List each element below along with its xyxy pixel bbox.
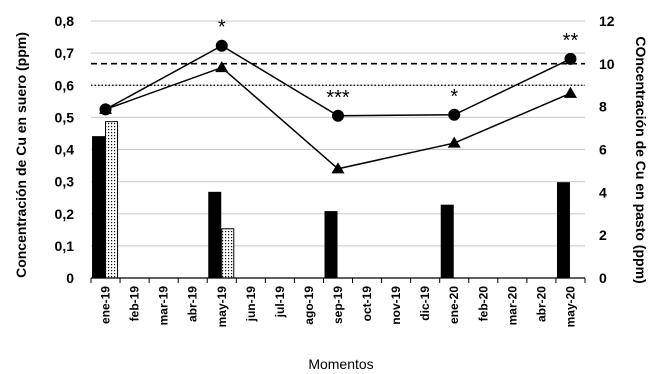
y-left-tick-label: 0 xyxy=(66,270,74,286)
y-axis-left-label: Concentración de Cu en suero (ppm) xyxy=(13,32,29,278)
triangle-marker xyxy=(99,102,113,114)
y-right-tick-label: 8 xyxy=(599,99,607,115)
y-left-tick-label: 0,6 xyxy=(55,77,75,93)
bar xyxy=(556,182,570,279)
tick-labels: 0 0,1 0,2 0,3 0,4 0,5 0,6 0,7 0,8 0 2 4 6 8 10 12 ene-19… xyxy=(55,13,615,327)
circle-marker xyxy=(215,39,228,52)
y-right-tick-label: 0 xyxy=(599,270,607,286)
x-tick-label: mar-20 xyxy=(505,286,519,326)
x-tick-label: abr-19 xyxy=(186,286,200,322)
x-tick-label: abr-20 xyxy=(534,286,548,322)
triangle-marker xyxy=(331,162,345,174)
x-tick-label: jul-19 xyxy=(273,286,287,319)
significance-stars: * xyxy=(218,17,226,39)
triangle-marker xyxy=(215,61,229,73)
axes xyxy=(90,277,586,283)
reference-lines xyxy=(91,62,585,86)
y-left-tick-label: 0,1 xyxy=(55,238,75,254)
y-left-tick-label: 0,2 xyxy=(55,206,75,222)
significance-stars: ** xyxy=(563,30,579,52)
x-tick-label: mar-19 xyxy=(157,286,171,326)
y-left-tick-label: 0,4 xyxy=(55,142,75,158)
circle-marker xyxy=(448,108,461,121)
bar xyxy=(92,136,106,279)
x-axis-label: Momentos xyxy=(308,356,373,372)
x-tick-label: ago-19 xyxy=(302,286,316,325)
x-tick-label: may-19 xyxy=(215,286,229,328)
x-tick-label: feb-20 xyxy=(476,286,490,322)
gridlines xyxy=(91,20,585,247)
bar xyxy=(105,121,119,279)
bar xyxy=(221,228,235,279)
y-left-tick-label: 0,5 xyxy=(55,109,75,125)
circle-marker xyxy=(332,109,344,122)
lines xyxy=(99,39,577,174)
x-tick-label: oct-19 xyxy=(360,286,374,322)
bar xyxy=(208,191,222,279)
x-tick-label: may-20 xyxy=(563,286,577,328)
triangle-marker xyxy=(447,136,461,148)
y-right-tick-label: 4 xyxy=(599,184,607,200)
bar xyxy=(324,211,338,279)
y-left-tick-label: 0,8 xyxy=(55,13,75,29)
x-tick-label: feb-19 xyxy=(128,286,142,322)
significance-stars: * xyxy=(450,86,458,108)
x-tick-label: dic-19 xyxy=(418,286,432,321)
annotations: **** *** xyxy=(218,17,579,109)
bar xyxy=(440,204,454,279)
significance-stars: *** xyxy=(326,87,350,109)
x-tick-label: jun-19 xyxy=(244,286,258,323)
x-tick-label: nov-19 xyxy=(389,286,403,325)
x-tick-label: ene-19 xyxy=(99,286,113,324)
y-right-tick-label: 2 xyxy=(599,227,607,243)
triangle-marker xyxy=(563,86,577,98)
y-axis-right-label: COncentración de Cu en pasto (ppm) xyxy=(633,36,649,283)
x-tick-label: sep-19 xyxy=(331,286,345,324)
y-right-tick-label: 10 xyxy=(599,56,615,72)
circle-marker xyxy=(564,52,577,65)
bars xyxy=(92,121,570,279)
x-tick-label: ene-20 xyxy=(447,286,461,324)
y-left-tick-label: 0,7 xyxy=(55,45,75,61)
y-right-tick-label: 6 xyxy=(599,142,607,158)
y-right-tick-label: 12 xyxy=(599,13,615,29)
y-left-tick-label: 0,3 xyxy=(55,174,75,190)
